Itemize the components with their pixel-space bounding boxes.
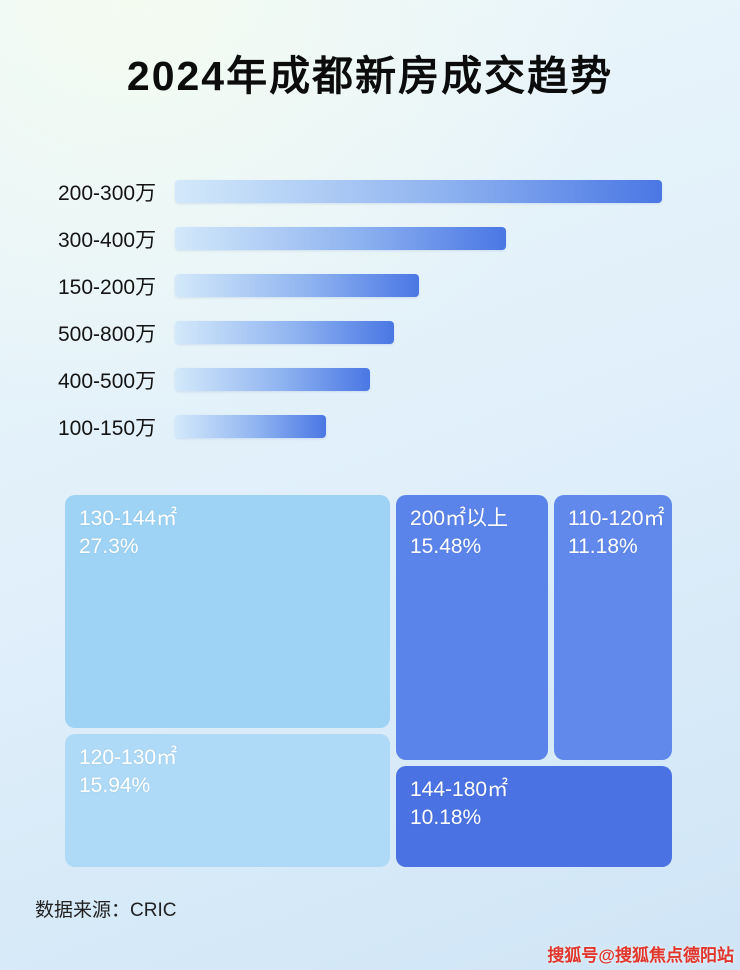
treemap: 130-144㎡ 27.3% 120-130㎡ 15.94% 200㎡以上 15…	[65, 495, 672, 867]
treemap-block-110-120: 110-120㎡ 11.18%	[554, 495, 672, 760]
bar-label: 500-800万	[58, 322, 157, 346]
treemap-label: 120-130㎡	[79, 746, 178, 769]
bar-label: 300-400万	[58, 228, 157, 252]
treemap-percent: 15.94%	[79, 774, 151, 798]
treemap-percent: 27.3%	[79, 535, 139, 559]
bar-label: 150-200万	[58, 275, 157, 299]
bar	[175, 321, 395, 344]
bar-track	[175, 321, 662, 344]
bar-label: 200-300万	[58, 181, 157, 205]
bar-track	[175, 180, 662, 203]
treemap-label: 144-180㎡	[410, 778, 509, 801]
watermark: 搜狐号@搜狐焦点德阳站	[547, 946, 734, 965]
bar	[175, 415, 326, 438]
treemap-block-130-144: 130-144㎡ 27.3%	[65, 495, 390, 728]
bar-label: 400-500万	[58, 369, 157, 393]
data-source: 数据来源：CRIC	[35, 900, 177, 921]
treemap-block-120-130: 120-130㎡ 15.94%	[65, 734, 390, 867]
treemap-label: 130-144㎡	[79, 507, 178, 530]
page-title: 2024年成都新房成交趋势	[126, 53, 614, 99]
bar-row: 400-500万	[58, 368, 683, 393]
bar-track	[175, 415, 662, 438]
treemap-label: 110-120㎡	[568, 507, 665, 530]
bar	[175, 274, 419, 297]
treemap-percent: 10.18%	[410, 806, 482, 830]
treemap-block-144-180: 144-180㎡ 10.18%	[396, 766, 672, 867]
bar	[175, 227, 507, 250]
treemap-percent: 15.48%	[410, 535, 482, 559]
bar-label: 100-150万	[58, 416, 157, 440]
treemap-percent: 11.18%	[568, 535, 638, 559]
bar-row: 300-400万	[58, 227, 683, 252]
bar-track	[175, 227, 662, 250]
bar-track	[175, 368, 662, 391]
bar-row: 100-150万	[58, 415, 683, 440]
bar	[175, 368, 370, 391]
bar-row: 500-800万	[58, 321, 683, 346]
treemap-label: 200㎡以上	[410, 507, 509, 530]
treemap-block-200-plus: 200㎡以上 15.48%	[396, 495, 548, 760]
bar-row: 150-200万	[58, 274, 683, 299]
bar	[175, 180, 662, 203]
bar-track	[175, 274, 662, 297]
bar-row: 200-300万	[58, 180, 683, 205]
bar-chart: 200-300万 300-400万 150-200万 500-800万 400-500万…	[58, 180, 683, 462]
